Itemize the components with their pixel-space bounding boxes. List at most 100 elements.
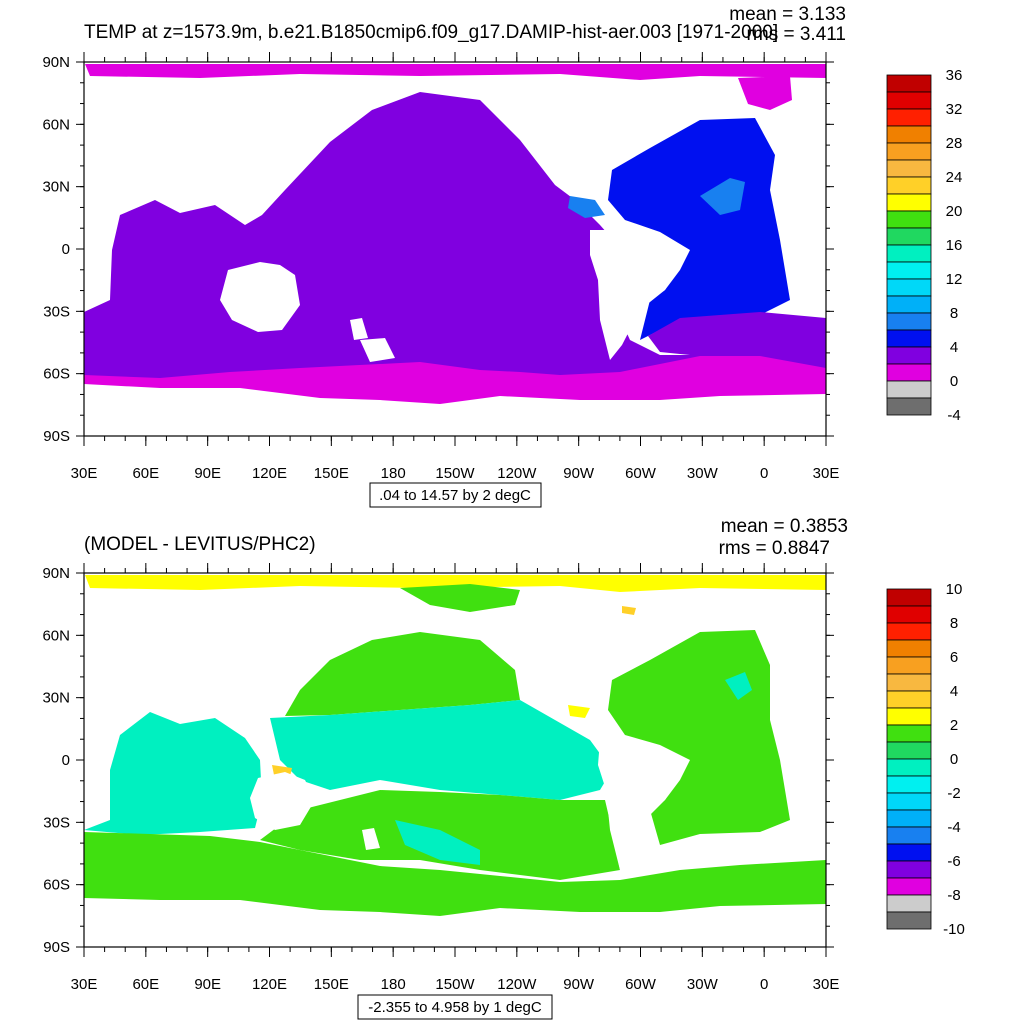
lon-label: 150E xyxy=(314,976,349,993)
panel-2: (MODEL - LEVITUS/PHC2) mean = 0.3853 rms… xyxy=(42,516,965,1020)
lat-label: 30S xyxy=(43,303,70,320)
panel-1-lon-labels: 30E 60E 90E 120E 150E 180 150W 120W 90W 60W 30W 0 30… xyxy=(71,465,840,482)
lon-label: 150W xyxy=(435,976,475,993)
lat-label: 60S xyxy=(43,877,70,894)
colorbar-swatch xyxy=(886,826,932,845)
panel-1-mean: mean = 3.133 xyxy=(729,4,846,25)
panel-2-arctic-green xyxy=(400,584,520,612)
panel-2-arctic-band xyxy=(85,575,826,592)
colorbar-swatch xyxy=(886,605,932,624)
colorbar-label: 20 xyxy=(946,203,963,220)
lat-label: 30N xyxy=(42,179,70,196)
panel-2-range-box xyxy=(357,994,553,1020)
colorbar-label: 8 xyxy=(950,305,958,322)
colorbar-swatch xyxy=(886,193,932,212)
colorbar-swatch xyxy=(886,261,932,280)
lon-label: 90E xyxy=(194,976,221,993)
colorbar-swatch xyxy=(886,278,932,297)
colorbar-label: 8 xyxy=(950,615,958,632)
colorbar-label: -4 xyxy=(947,407,960,424)
panel-1-southern-ring xyxy=(84,356,826,404)
panel-2-colorbar: 10 8 6 4 2 0 -2 -4 -6 -8 -10 xyxy=(886,581,965,938)
colorbar-swatch xyxy=(886,690,932,709)
colorbar-label: -2 xyxy=(947,785,960,802)
colorbar-label: -10 xyxy=(943,921,965,938)
lon-label: 30W xyxy=(687,976,719,993)
colorbar-label: 36 xyxy=(946,67,963,84)
colorbar-swatch xyxy=(886,329,932,348)
panel-1-south-america xyxy=(590,230,685,360)
colorbar-swatch xyxy=(886,843,932,862)
panel-2-mean: mean = 0.3853 xyxy=(721,516,848,537)
colorbar-swatch xyxy=(886,894,932,913)
panel-1-arctic-east xyxy=(738,76,792,110)
panel-2-map xyxy=(84,575,826,916)
panel-2-north-pacific xyxy=(285,632,520,716)
colorbar-swatch xyxy=(886,363,932,382)
colorbar-swatch xyxy=(886,125,932,144)
colorbar-label: 12 xyxy=(946,271,963,288)
panel-1-title: TEMP at z=1573.9m, b.e21.B1850cmip6.f09_… xyxy=(84,22,778,43)
colorbar-swatch xyxy=(886,639,932,658)
panel-2-south-america xyxy=(598,740,685,870)
colorbar-swatch xyxy=(886,792,932,811)
colorbar-swatch xyxy=(886,397,932,416)
lon-label: 60E xyxy=(132,976,159,993)
colorbar-swatch xyxy=(886,295,932,314)
lon-label: 120W xyxy=(497,465,537,482)
colorbar-swatch xyxy=(886,741,932,760)
panel-1-antarctic-shelf xyxy=(360,338,395,362)
lon-label: 0 xyxy=(760,976,768,993)
colorbar-swatch xyxy=(886,775,932,794)
lon-label: 120E xyxy=(252,465,287,482)
colorbar-swatch xyxy=(886,588,932,607)
colorbar-label: 0 xyxy=(950,751,958,768)
colorbar-swatch xyxy=(886,108,932,127)
panel-1-range-label: .04 to 14.57 by 2 degC xyxy=(379,487,531,504)
colorbar-swatch xyxy=(886,656,932,675)
colorbar-swatch xyxy=(886,176,932,195)
panel-1-map xyxy=(84,64,826,404)
lon-label: 120E xyxy=(252,976,287,993)
panel-2-title: (MODEL - LEVITUS/PHC2) xyxy=(84,534,316,555)
colorbar-label: 4 xyxy=(950,339,958,356)
lon-label: 150E xyxy=(314,465,349,482)
lat-label: 0 xyxy=(62,752,70,769)
panel-1-lat-labels: 90N 60N 30N 0 30S 60S 90S xyxy=(42,54,70,445)
colorbar-swatch xyxy=(886,210,932,229)
panel-1-atlantic xyxy=(608,118,790,340)
lon-label: 180 xyxy=(381,465,406,482)
panel-2-australia xyxy=(250,772,315,830)
panel-1-range-box xyxy=(369,482,542,508)
colorbar-label: -8 xyxy=(947,887,960,904)
lat-label: 60S xyxy=(43,366,70,383)
lat-label: 90S xyxy=(43,939,70,956)
colorbar-swatch xyxy=(886,227,932,246)
lon-label: 120W xyxy=(497,976,537,993)
lon-label: 30E xyxy=(813,465,840,482)
colorbar-label: -4 xyxy=(947,819,960,836)
lat-label: 30S xyxy=(43,814,70,831)
lon-label: 90W xyxy=(563,976,595,993)
lon-label: 180 xyxy=(381,976,406,993)
lat-label: 30N xyxy=(42,690,70,707)
colorbar-label: 28 xyxy=(946,135,963,152)
colorbar-label: -6 xyxy=(947,853,960,870)
panel-2-southern-ocean xyxy=(84,832,826,916)
colorbar-swatch xyxy=(886,142,932,161)
panel-2-ticks xyxy=(76,563,834,957)
panel-1-rms: rms = 3.411 xyxy=(747,24,846,45)
lon-label: 60W xyxy=(625,465,657,482)
lat-label: 60N xyxy=(42,627,70,644)
lat-label: 60N xyxy=(42,116,70,133)
panel-1-ticks xyxy=(76,52,834,446)
lon-label: 0 xyxy=(760,465,768,482)
colorbar-label: 10 xyxy=(946,581,963,598)
panel-1-caribbean xyxy=(568,196,605,218)
colorbar-label: 2 xyxy=(950,717,958,734)
colorbar-swatch xyxy=(886,860,932,879)
colorbar-label: 4 xyxy=(950,683,958,700)
panel-1: TEMP at z=1573.9m, b.e21.B1850cmip6.f09_… xyxy=(42,4,963,508)
lat-label: 0 xyxy=(62,241,70,258)
